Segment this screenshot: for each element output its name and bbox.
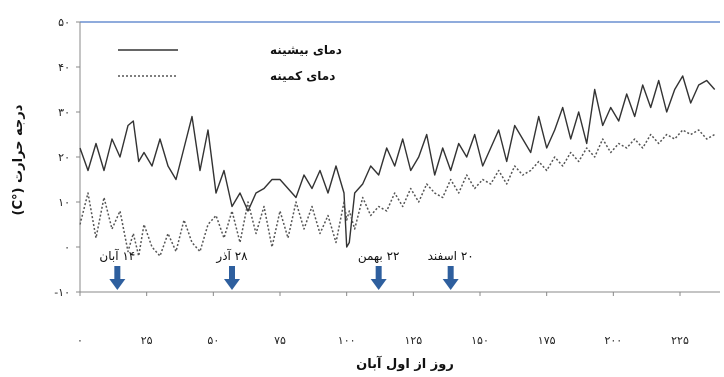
annotation-label: ۱۴ آبان xyxy=(99,248,135,263)
y-tick-label: ۳۰ xyxy=(58,106,70,119)
x-tick-label: ۲۰۰ xyxy=(604,334,622,347)
y-tick-label: ۰ xyxy=(64,241,70,254)
annotation-arrow-head xyxy=(109,279,126,290)
annotation-layer: ۱۴ آبان ۲۸ آذر ۲۲ بهمن ۲۰ اسفند xyxy=(99,248,474,290)
annotation-label: ۲۰ اسفند xyxy=(428,249,474,263)
x-tick-label: ۲۲۵ xyxy=(671,334,689,347)
annotation-arrow-head xyxy=(442,279,459,290)
legend-label-min: دمای کمینه xyxy=(270,69,335,83)
x-tick-label: ۱۰۰ xyxy=(338,334,356,347)
annotation-arrow-shaft xyxy=(229,266,235,280)
annotation-arrow-shaft xyxy=(375,266,382,280)
legend: دمای بیشینه دمای کمینه xyxy=(118,43,342,83)
legend-label-max: دمای بیشینه xyxy=(270,43,342,57)
x-tick-label: ۱۲۵ xyxy=(404,334,422,347)
annotation-label: ۲۸ آذر xyxy=(215,248,248,264)
annotation-arrow-shaft xyxy=(114,266,121,280)
x-axis-label: روز از اول آبان xyxy=(356,355,454,372)
series-line-min xyxy=(79,129,716,257)
y-tick-label: ۴۰ xyxy=(58,61,70,74)
x-tick-label: ۵۰ xyxy=(207,334,219,347)
x-tick-label: ۲۵ xyxy=(141,334,153,347)
x-tick-label: ۷۵ xyxy=(274,334,286,347)
x-tick-label: ۱۵۰ xyxy=(471,334,489,347)
y-tick-label: ۵۰ xyxy=(58,16,70,29)
series-layer xyxy=(79,75,716,257)
axes: -۱۰ ۰ ۱۰ ۲۰ ۳۰ ۴۰ ۵۰ ۰ ۲۵ ۵۰ ۷۵ ۱۰۰ ۱۲۵ ۱۵۰ ۱۷۵ ۲۰۰ ۲۲۵ xyxy=(54,16,720,347)
x-tick-label: ۰ xyxy=(77,334,83,347)
annotation-arrow-shaft xyxy=(447,266,454,280)
y-tick-label: ۱۰ xyxy=(58,196,70,209)
x-tick-label: ۱۷۵ xyxy=(538,334,556,347)
annotation-arrow-head xyxy=(370,279,387,290)
y-axis-label: درجه حرارت (°C) xyxy=(11,104,26,215)
annotation-label: ۲۲ بهمن xyxy=(358,249,400,264)
y-tick-label: ۲۰ xyxy=(58,151,70,164)
annotation-arrow-head xyxy=(224,279,240,290)
series-line-max xyxy=(79,75,716,248)
y-tick-label: -۱۰ xyxy=(54,286,70,299)
